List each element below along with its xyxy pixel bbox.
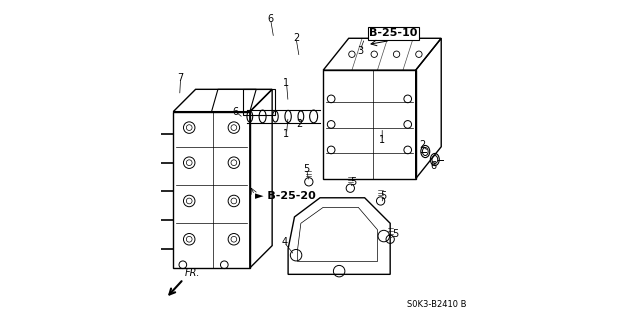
Text: 2: 2 xyxy=(296,119,302,130)
Text: ► B-25-20: ► B-25-20 xyxy=(255,191,316,201)
Text: 5: 5 xyxy=(303,164,310,174)
Text: 3: 3 xyxy=(357,46,363,56)
Text: FR.: FR. xyxy=(185,268,200,278)
Text: 1: 1 xyxy=(284,78,289,88)
Text: 5: 5 xyxy=(349,177,356,187)
Text: 2: 2 xyxy=(293,33,300,43)
Text: 6: 6 xyxy=(268,14,274,24)
Text: 5: 5 xyxy=(392,229,398,240)
Text: 6: 6 xyxy=(430,161,436,171)
Text: S0K3-B2410 B: S0K3-B2410 B xyxy=(407,300,467,309)
Text: 7: 7 xyxy=(177,73,184,83)
Text: B-25-10: B-25-10 xyxy=(369,28,417,39)
Text: 1: 1 xyxy=(379,135,385,145)
Text: 4: 4 xyxy=(281,237,287,248)
Text: 1: 1 xyxy=(284,129,289,139)
Text: 2: 2 xyxy=(419,140,425,150)
Text: 6: 6 xyxy=(232,107,239,117)
Text: 5: 5 xyxy=(381,191,387,201)
